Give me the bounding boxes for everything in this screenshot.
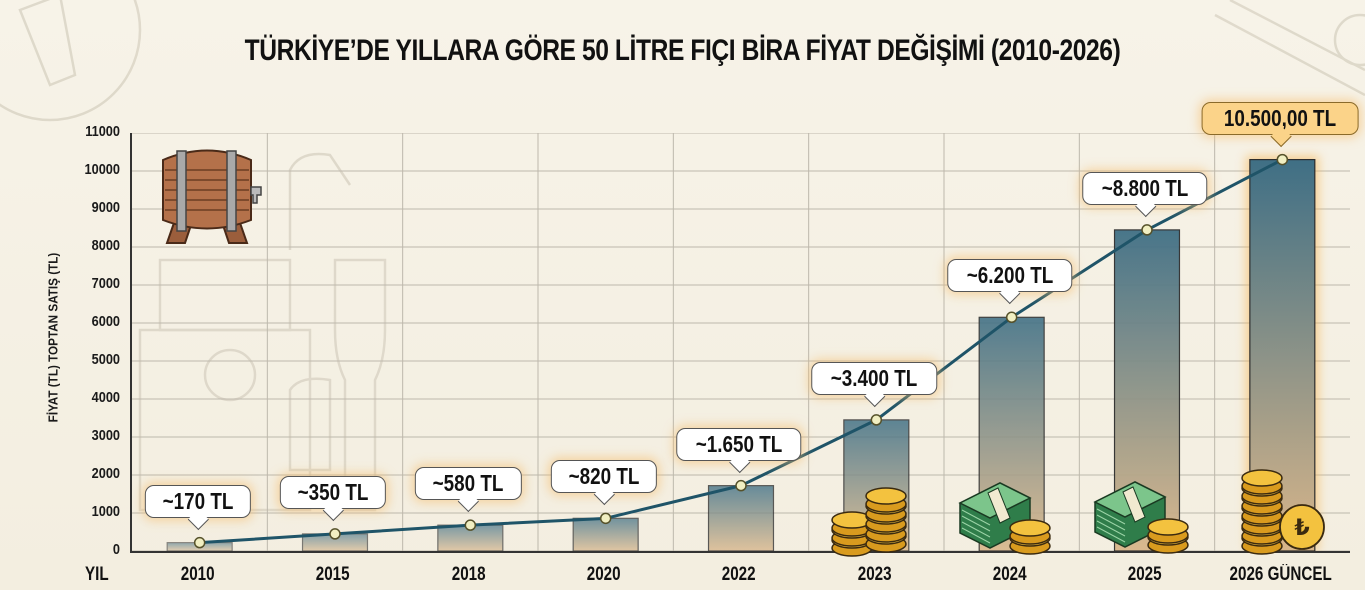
x-tick-label: 2010	[180, 564, 215, 585]
bar-2026 GÜNCEL	[1249, 159, 1316, 551]
y-tick-label: 3000	[91, 427, 120, 444]
data-label-text: ~1.650 TL	[695, 430, 783, 457]
x-tick-label: 2025	[1128, 564, 1162, 585]
data-label-text: ~350 TL	[297, 478, 369, 505]
data-label-2025: ~8.800 TL	[1082, 171, 1208, 205]
x-tick-label: 2018	[451, 564, 486, 585]
x-tick-label: 2023	[857, 564, 892, 585]
x-tick-label: 2024	[992, 564, 1027, 585]
y-axis-label: FİYAT (TL) TOPTAN SATIŞ (TL)	[45, 252, 61, 423]
y-tick-label: 9000	[91, 199, 120, 216]
y-tick-label: 4000	[91, 389, 120, 406]
x-tick-label: 2022	[722, 564, 756, 585]
y-tick-label: 5000	[91, 351, 120, 368]
bar-2024	[978, 316, 1045, 551]
y-tick-label: 6000	[91, 313, 120, 330]
bar-2023	[843, 419, 910, 551]
y-tick-label: 8000	[91, 237, 120, 254]
data-label-2020: ~820 TL	[550, 460, 657, 494]
x-tick-label: 2020	[586, 564, 621, 585]
data-label-text: 10.500,00 TL	[1224, 104, 1337, 131]
x-axis-label: YIL	[84, 564, 109, 585]
y-tick-label: 11000	[85, 123, 120, 140]
data-label-text: ~170 TL	[162, 487, 234, 514]
beer-barrel-icon	[162, 149, 262, 244]
x-tick-label: 2015	[316, 564, 350, 585]
data-label-2015: ~350 TL	[279, 475, 387, 509]
data-label-text: ~820 TL	[568, 463, 640, 490]
data-label-2018: ~580 TL	[415, 467, 522, 501]
y-tick-label: 1000	[91, 503, 120, 520]
data-label-2023: ~3.400 TL	[811, 361, 938, 395]
chart-title: TÜRKİYE’DE YILLARA GÖRE 50 LİTRE FIÇI Bİ…	[244, 34, 1121, 67]
data-label-2024: ~6.200 TL	[946, 259, 1073, 293]
bar-2025	[1113, 229, 1181, 551]
x-tick-label: 2026 GÜNCEL	[1229, 564, 1332, 585]
y-tick-label: 7000	[91, 275, 120, 292]
y-tick-label: 0	[112, 541, 120, 558]
y-tick-label: 10000	[84, 161, 120, 178]
y-tick-label: 2000	[91, 465, 120, 482]
data-label-text: ~3.400 TL	[831, 364, 918, 391]
data-label-2026-güncel: 10.500,00 TL	[1201, 101, 1359, 135]
data-label-text: ~6.200 TL	[966, 262, 1053, 289]
data-label-2022: ~1.650 TL	[676, 427, 802, 461]
data-label-2010: ~170 TL	[144, 484, 251, 518]
data-label-text: ~8.800 TL	[1101, 174, 1189, 201]
bar-2022	[707, 485, 775, 551]
data-label-text: ~580 TL	[432, 470, 504, 497]
